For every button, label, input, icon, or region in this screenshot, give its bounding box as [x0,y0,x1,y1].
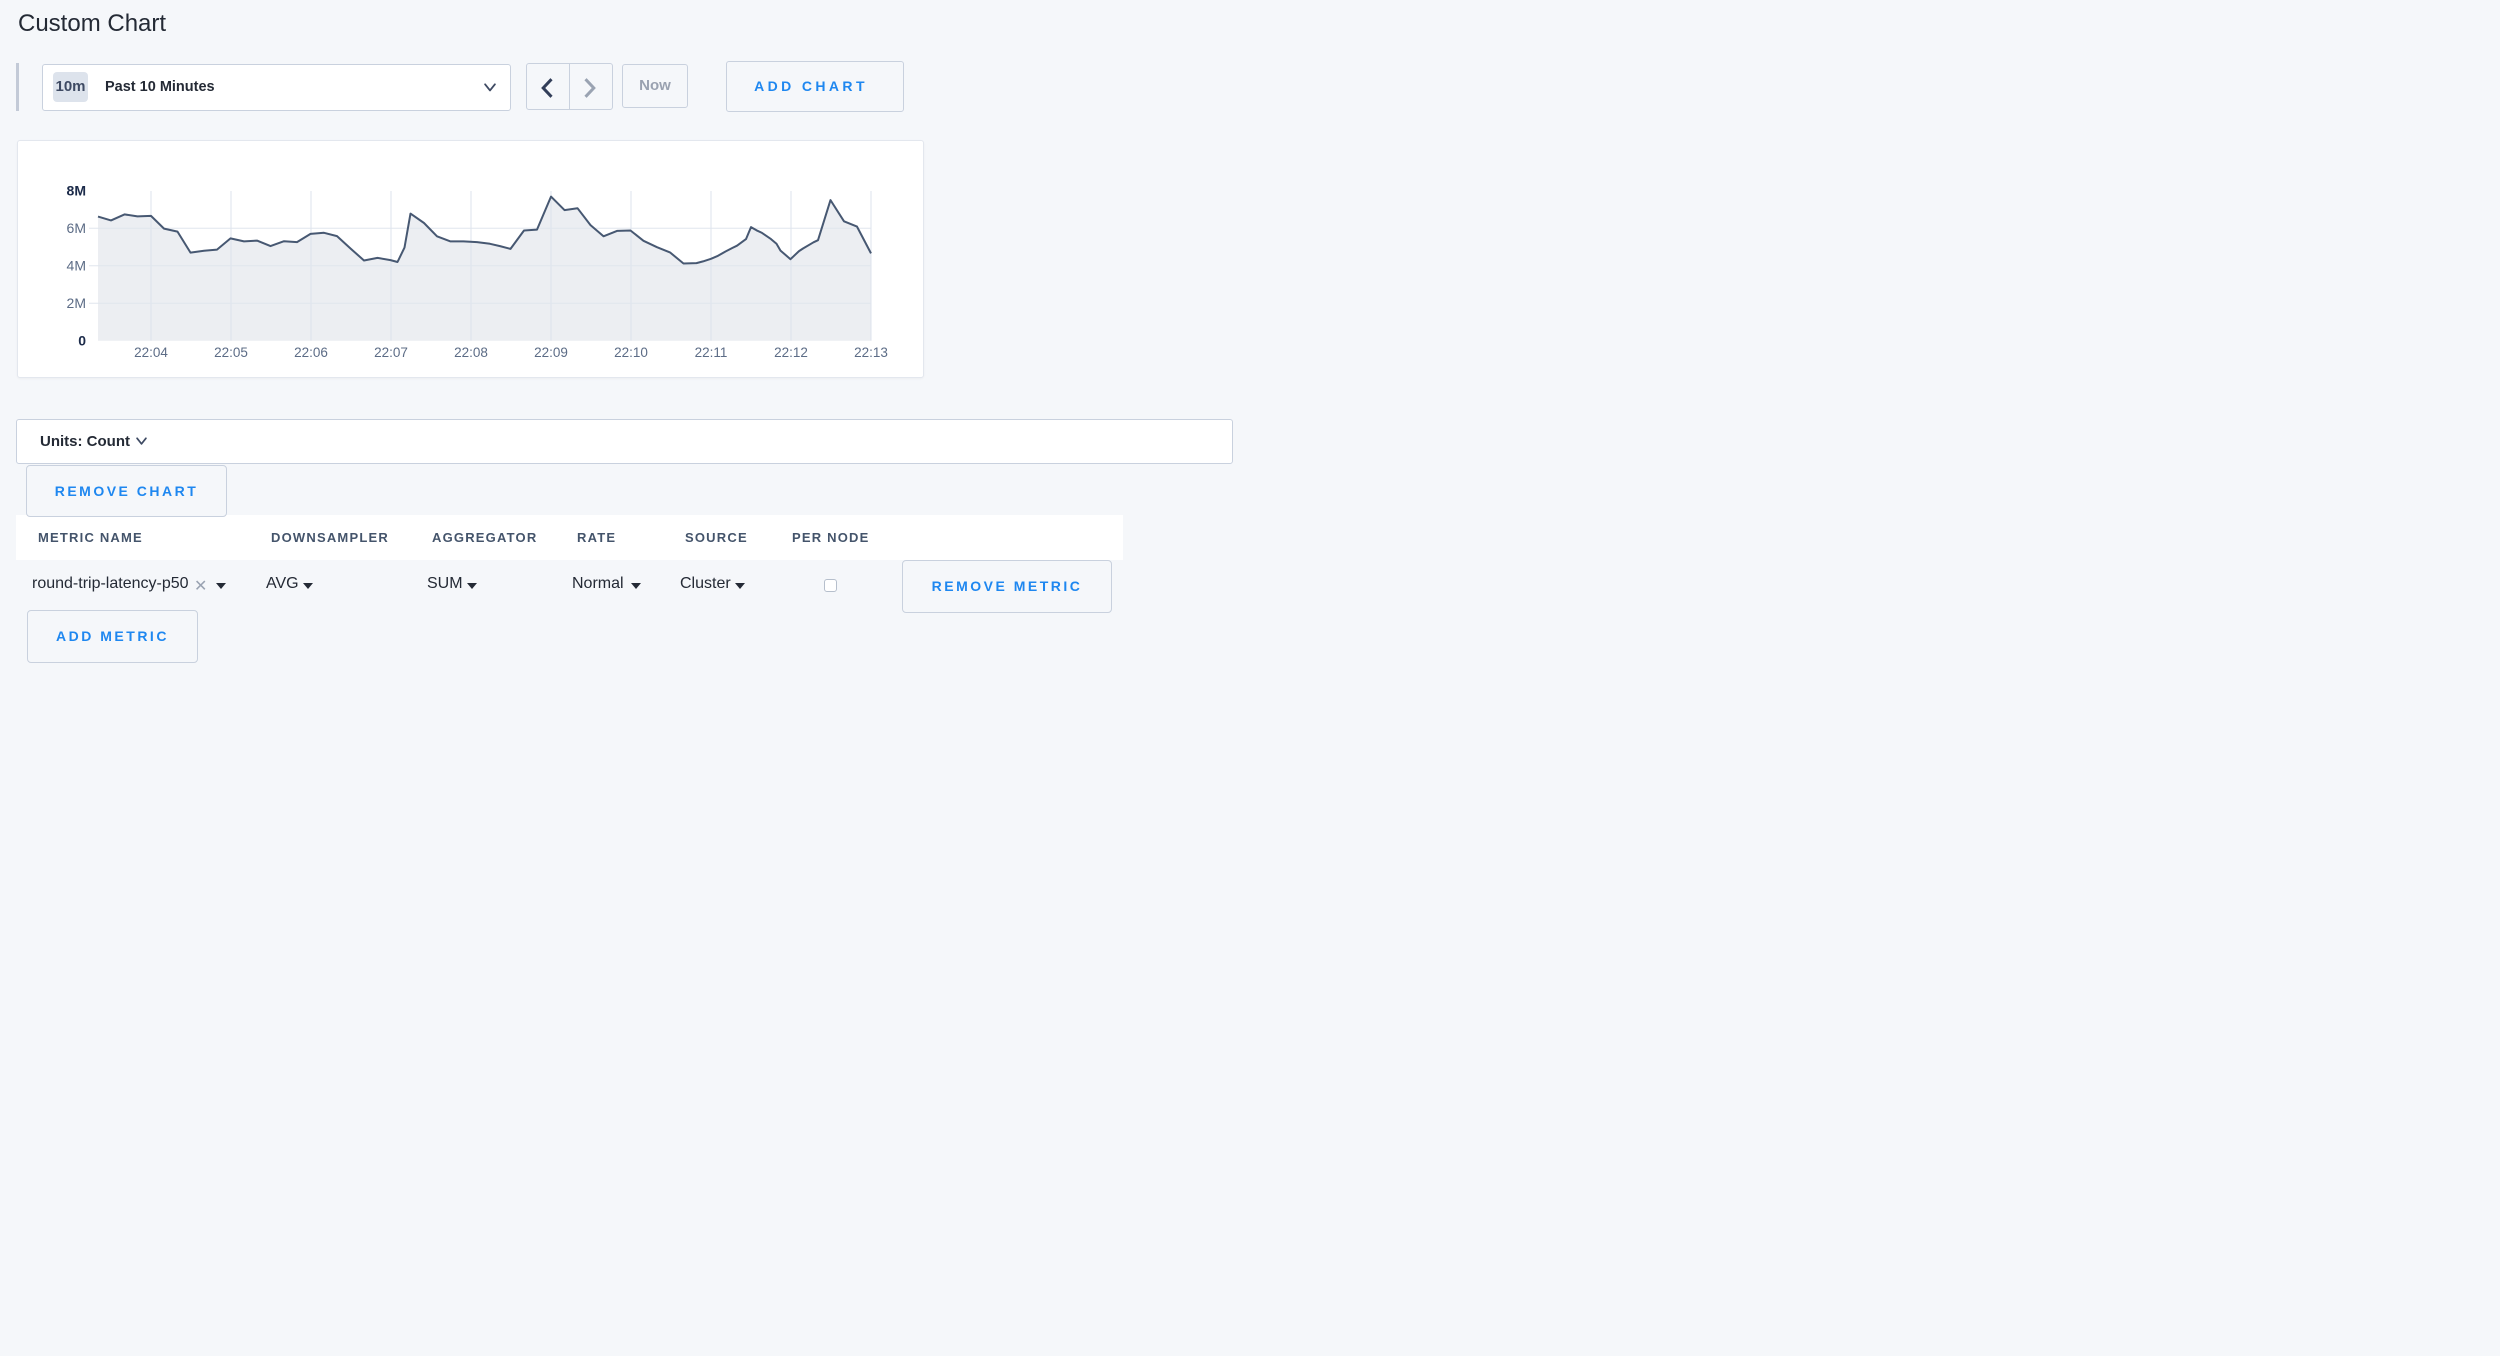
svg-text:22:06: 22:06 [294,345,328,360]
svg-text:4M: 4M [67,258,86,274]
svg-text:22:04: 22:04 [134,345,168,360]
svg-text:6M: 6M [67,220,86,236]
svg-text:8M: 8M [67,183,86,199]
svg-text:22:10: 22:10 [614,345,648,360]
svg-text:22:13: 22:13 [854,345,888,360]
svg-text:22:08: 22:08 [454,345,488,360]
svg-text:22:07: 22:07 [374,345,408,360]
svg-text:22:11: 22:11 [695,345,728,360]
svg-text:2M: 2M [67,295,86,311]
svg-text:0: 0 [78,333,86,349]
svg-text:22:05: 22:05 [214,345,248,360]
svg-text:22:09: 22:09 [534,345,568,360]
svg-text:22:12: 22:12 [774,345,808,360]
